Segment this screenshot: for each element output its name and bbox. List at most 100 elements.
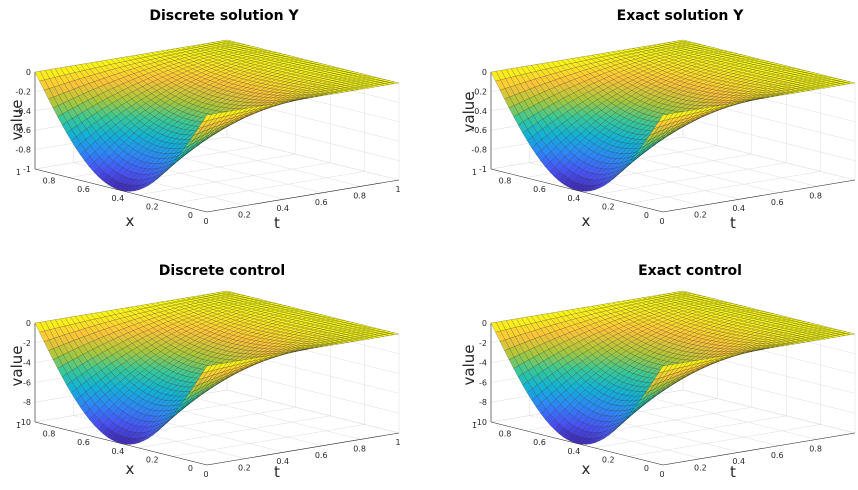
z-tick-label: -1	[479, 165, 487, 174]
floor-grid-line	[138, 162, 331, 196]
x-tick-label: 0.4	[567, 194, 580, 203]
z-tick-label: -1	[23, 165, 31, 174]
t-tick-label: 1	[395, 438, 400, 447]
t-axis-line	[206, 432, 400, 466]
surface-mesh	[490, 290, 856, 445]
z-tick-label: -0.4	[15, 107, 31, 116]
t-axis-label: t	[274, 214, 280, 232]
surface-mesh	[490, 39, 856, 192]
surface-chart-svg: Exact control value x t 00.20.40.60.800.…	[460, 263, 856, 481]
z-tick-label: -0.8	[15, 146, 31, 155]
x-tick-label: 1	[472, 168, 477, 177]
x-tick-label: 0.8	[499, 177, 512, 186]
floor-grid-line	[188, 143, 361, 187]
x-axis-label: x	[126, 460, 135, 478]
surface-patch	[202, 365, 213, 374]
surface-chart-svg: Exact solution Y value x t 0 0.2 0.4 0.6 0.8…	[460, 8, 856, 232]
chart-title: Discrete control	[159, 263, 285, 279]
x-tick-label: 0.4	[111, 447, 124, 456]
t-tick-label: 0.8	[809, 191, 822, 200]
z-axis-label: value	[8, 100, 26, 141]
t-tick-label: 1	[395, 185, 400, 194]
z-axis-label: value	[460, 92, 478, 133]
x-tick-label: 0.6	[77, 185, 90, 194]
floor-grid-line	[138, 415, 331, 449]
z-tick-label: -2	[23, 339, 31, 348]
x-tick-label: 1	[16, 421, 21, 430]
x-tick-label: 0	[188, 211, 193, 220]
x-tick-label: 0	[644, 211, 649, 220]
z-tick-label: -6	[23, 378, 31, 387]
x-tick-label: 0.6	[533, 185, 546, 194]
side-wall-grid-line	[226, 136, 400, 181]
surface-patch	[658, 114, 669, 123]
x-tick-label: 0.2	[146, 455, 159, 464]
side-wall-grid-line	[682, 389, 856, 434]
z-tick-label: -4	[23, 359, 31, 368]
t-axis-line	[662, 179, 856, 213]
side-wall-grid-line	[226, 369, 400, 414]
surface-chart-svg: Discrete control value x t 0 0.2 0.4 0.6 0.8…	[8, 263, 401, 481]
surface-plot-discrete-solution-y: Discrete solution Y value x t 0 0.2 0.4 0.6…	[0, 0, 429, 245]
side-wall-grid-line	[682, 136, 856, 181]
z-tick-label: -0.2	[15, 87, 31, 96]
t-tick-label: 0	[203, 470, 208, 479]
t-tick-label: 0.2	[238, 464, 251, 473]
floor-grid-line	[594, 162, 787, 196]
surface-plot-discrete-control: Discrete control value x t 0 0.2 0.4 0.6 0.8…	[0, 245, 429, 490]
surface-plot-exact-control: Exact control value x t 0 0.2 0.4 0.6 0.8 0 0.…	[429, 245, 858, 490]
t-axis-line	[662, 432, 856, 466]
floor-grid-line	[594, 415, 787, 449]
t-axis-label: t	[274, 463, 280, 481]
t-tick-label: 0.2	[694, 211, 707, 220]
z-tick-label: -0.2	[471, 87, 487, 96]
z-tick-label: -0.4	[471, 107, 487, 116]
t-axis-label: t	[730, 214, 736, 232]
side-wall-grid-line	[682, 369, 856, 414]
side-wall-grid-line	[682, 117, 856, 161]
x-tick-label: 1	[16, 168, 21, 177]
t-tick-label: 0.4	[276, 204, 289, 213]
floor-grid-line	[644, 143, 817, 187]
side-wall-grid-line	[226, 117, 400, 161]
t-tick-label: 0.8	[353, 444, 366, 453]
z-tick-label: -10	[18, 418, 31, 427]
t-axis-line	[206, 179, 400, 213]
t-tick-label: 0.6	[315, 198, 328, 207]
x-tick-label: 0.4	[111, 194, 124, 203]
x-tick-label: 0.8	[43, 177, 56, 186]
z-tick-label: -0.6	[471, 126, 487, 135]
floor-grid-line	[644, 396, 817, 440]
chart-title: Exact solution Y	[617, 8, 745, 24]
z-tick-label: -0.6	[15, 126, 31, 135]
chart-title: Discrete solution Y	[149, 8, 299, 24]
x-tick-label: 0.2	[146, 202, 159, 211]
x-axis-label: x	[582, 212, 591, 230]
x-tick-label: 0	[188, 464, 193, 473]
x-tick-label: 0.8	[43, 430, 56, 439]
x-tick-label: 0.6	[77, 438, 90, 447]
z-tick-label: 0	[482, 68, 487, 77]
t-tick-label: 0.4	[732, 204, 745, 213]
tick-labels: 0 0.2 0.4 0.6 0.8 0 0.2 0.4 0.6 0.8 1 -1 -0.8 -0.6 -0.…	[471, 68, 822, 226]
t-tick-label: 0	[203, 217, 208, 226]
z-tick-label: 0	[26, 68, 31, 77]
floor-grid-line	[628, 424, 821, 457]
floor-grid-line	[172, 171, 365, 204]
t-tick-label: 0.8	[353, 191, 366, 200]
t-tick-label: 0.2	[238, 211, 251, 220]
surface-patch	[202, 114, 213, 123]
t-tick-label: 0.6	[315, 451, 328, 460]
floor-grid-line	[172, 424, 365, 457]
side-wall-grid-line	[226, 389, 400, 434]
z-axis-label: value	[8, 346, 26, 387]
x-axis-label: x	[126, 212, 135, 230]
z-tick-label: -0.8	[471, 146, 487, 155]
t-tick-label: 0.4	[276, 457, 289, 466]
surface-mesh	[34, 39, 400, 192]
t-tick-label: 0.6	[771, 198, 784, 207]
z-tick-label: 0	[26, 319, 31, 328]
x-tick-label: 0.2	[602, 202, 615, 211]
